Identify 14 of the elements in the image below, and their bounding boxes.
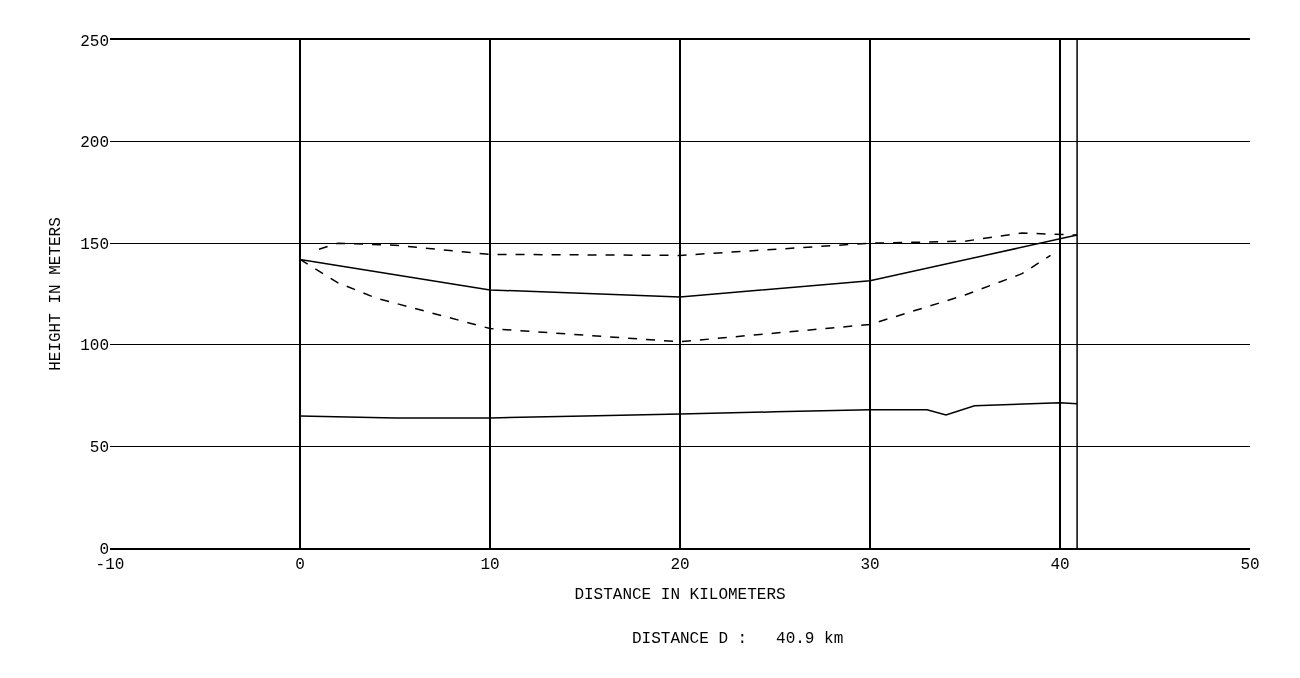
y-tick-label: 200	[80, 134, 109, 153]
x-tick-label: 40	[1050, 555, 1070, 574]
x-axis-title: DISTANCE IN KILOMETERS	[574, 586, 786, 605]
x-tick-label: 10	[480, 555, 500, 574]
y-tick-label: 100	[80, 337, 109, 356]
y-tick-label: 150	[80, 235, 109, 254]
x-tick-label: 20	[670, 555, 690, 574]
x-tick-label: 30	[860, 555, 880, 574]
y-axis-title: HEIGHT IN METERS	[47, 217, 66, 371]
y-tick-label: 50	[89, 439, 109, 457]
text: DISTANCE D : 40.9 km	[632, 630, 844, 648]
x-tick-label: 50	[1240, 555, 1260, 574]
x-tick-label: 0	[295, 555, 305, 574]
y-tick-label: 250	[80, 32, 109, 51]
